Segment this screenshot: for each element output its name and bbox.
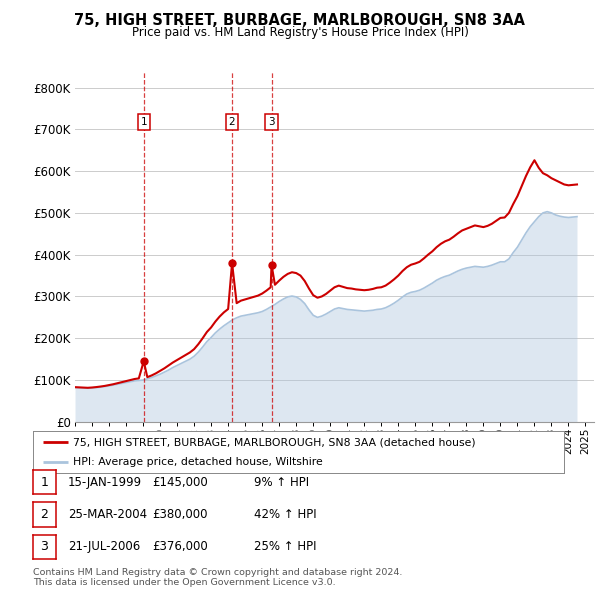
Text: 1: 1 [40, 476, 49, 489]
Text: Price paid vs. HM Land Registry's House Price Index (HPI): Price paid vs. HM Land Registry's House … [131, 26, 469, 39]
Text: 9% ↑ HPI: 9% ↑ HPI [254, 476, 309, 489]
Text: Contains HM Land Registry data © Crown copyright and database right 2024.: Contains HM Land Registry data © Crown c… [33, 568, 403, 577]
Text: 2: 2 [229, 117, 235, 127]
Text: 75, HIGH STREET, BURBAGE, MARLBOROUGH, SN8 3AA (detached house): 75, HIGH STREET, BURBAGE, MARLBOROUGH, S… [73, 437, 475, 447]
Text: 15-JAN-1999: 15-JAN-1999 [68, 476, 142, 489]
Text: 2: 2 [40, 508, 49, 521]
Text: 75, HIGH STREET, BURBAGE, MARLBOROUGH, SN8 3AA: 75, HIGH STREET, BURBAGE, MARLBOROUGH, S… [74, 13, 526, 28]
Text: £380,000: £380,000 [152, 508, 208, 521]
Text: 25-MAR-2004: 25-MAR-2004 [68, 508, 147, 521]
Text: This data is licensed under the Open Government Licence v3.0.: This data is licensed under the Open Gov… [33, 578, 335, 587]
Text: 42% ↑ HPI: 42% ↑ HPI [254, 508, 316, 521]
Text: 25% ↑ HPI: 25% ↑ HPI [254, 540, 316, 553]
Text: £376,000: £376,000 [152, 540, 208, 553]
Text: HPI: Average price, detached house, Wiltshire: HPI: Average price, detached house, Wilt… [73, 457, 323, 467]
Text: 1: 1 [140, 117, 147, 127]
Text: £145,000: £145,000 [152, 476, 208, 489]
Text: 3: 3 [40, 540, 49, 553]
Text: 21-JUL-2006: 21-JUL-2006 [68, 540, 140, 553]
Text: 3: 3 [268, 117, 275, 127]
